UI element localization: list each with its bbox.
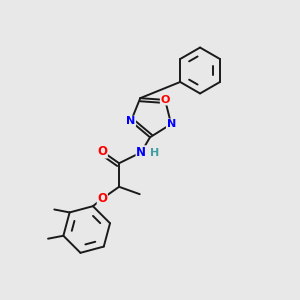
Text: N: N — [126, 116, 136, 126]
Text: O: O — [160, 95, 170, 105]
Text: H: H — [150, 148, 159, 158]
Text: N: N — [136, 146, 146, 159]
Text: N: N — [167, 119, 176, 129]
Text: O: O — [97, 192, 107, 205]
Text: O: O — [97, 145, 107, 158]
